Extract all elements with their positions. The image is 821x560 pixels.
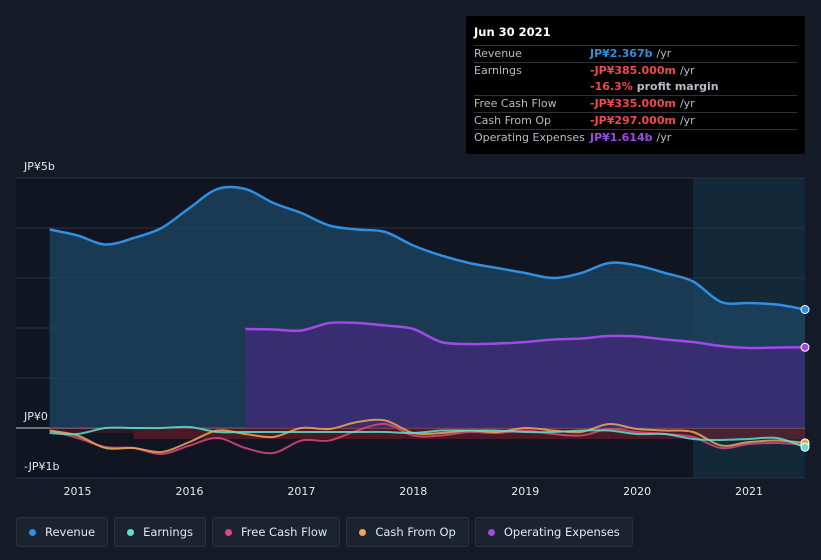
x-tick-label: 2016: [175, 485, 203, 498]
legend-label: Operating Expenses: [503, 525, 620, 539]
tooltip-label: Free Cash Flow: [474, 97, 557, 110]
tooltip-unit: /yr: [679, 97, 695, 110]
legend-label: Cash From Op: [375, 525, 456, 539]
tooltip-row-revenue: Revenue JP¥2.367b /yr: [474, 46, 797, 63]
negative-band: [133, 428, 806, 439]
x-tick-label: 2019: [511, 485, 539, 498]
tooltip-value: -JP¥385.000m: [590, 64, 676, 77]
legend-cash-from-op[interactable]: Cash From Op: [346, 517, 469, 547]
line-cfo: [49, 418, 806, 454]
tooltip-value: JP¥2.367b: [590, 47, 653, 60]
tooltip-row-free-cash-flow: Free Cash Flow -JP¥335.000m /yr: [474, 96, 797, 113]
legend-dot-icon: [127, 528, 135, 536]
x-tick-label: 2020: [623, 485, 651, 498]
tooltip-row-operating-expenses: Operating Expenses JP¥1.614b /yr: [474, 130, 797, 146]
line-earnings: [49, 425, 806, 449]
tooltip-date: Jun 30 2021: [474, 24, 797, 46]
tooltip-label: Earnings: [474, 64, 522, 77]
legend-dot-icon: [487, 528, 495, 536]
tooltip-value: JP¥1.614b: [590, 131, 653, 144]
tooltip-unit: profit margin: [636, 80, 719, 93]
legend-label: Free Cash Flow: [241, 525, 328, 539]
end-marker-revenue: [800, 305, 810, 314]
end-marker-earnings: [800, 442, 810, 452]
chart-legend: Revenue Earnings Free Cash Flow Cash Fro…: [16, 517, 639, 547]
legend-operating-expenses[interactable]: Operating Expenses: [474, 517, 633, 547]
x-tick-label: 2021: [735, 485, 763, 498]
tooltip-unit: /yr: [656, 47, 672, 60]
tooltip-unit: /yr: [679, 114, 695, 127]
tooltip-label: Cash From Op: [474, 114, 552, 127]
x-tick-label: 2015: [64, 485, 92, 498]
legend-free-cash-flow[interactable]: Free Cash Flow: [212, 517, 341, 547]
tooltip-label: [474, 79, 590, 95]
legend-dot-icon: [359, 528, 367, 536]
y-tick-label: JP¥0: [23, 410, 48, 423]
tooltip-unit: /yr: [656, 131, 672, 144]
x-tick-label: 2017: [287, 485, 315, 498]
area-opex: [245, 322, 805, 428]
legend-dot-icon: [225, 528, 232, 536]
tooltip-value: -16.3%: [590, 80, 633, 93]
line-revenue: [49, 185, 806, 311]
legend-label: Revenue: [45, 525, 96, 539]
tooltip-label: Operating Expenses: [474, 131, 585, 144]
legend-label: Earnings: [143, 525, 193, 539]
tooltip-value: -JP¥335.000m: [590, 97, 676, 110]
tooltip-row-cash-from-op: Cash From Op -JP¥297.000m /yr: [474, 113, 797, 130]
line-fcf: [49, 422, 806, 456]
tooltip-row-profit-margin: -16.3% profit margin: [474, 79, 797, 96]
y-tick-label: JP¥5b: [23, 160, 55, 173]
tooltip-unit: /yr: [679, 64, 695, 77]
tooltip-label: Revenue: [474, 47, 522, 60]
tooltip-row-earnings: Earnings -JP¥385.000m /yr: [474, 63, 797, 79]
data-tooltip: Jun 30 2021 Revenue JP¥2.367b /yr Earnin…: [466, 16, 805, 154]
line-opex: [245, 321, 806, 350]
legend-earnings[interactable]: Earnings: [114, 517, 206, 547]
legend-dot-icon: [29, 528, 36, 536]
tooltip-value: -JP¥297.000m: [590, 114, 676, 127]
legend-revenue[interactable]: Revenue: [16, 517, 109, 547]
y-tick-label: -JP¥1b: [24, 460, 59, 473]
end-marker-opex: [800, 342, 810, 352]
x-tick-label: 2018: [399, 485, 427, 498]
